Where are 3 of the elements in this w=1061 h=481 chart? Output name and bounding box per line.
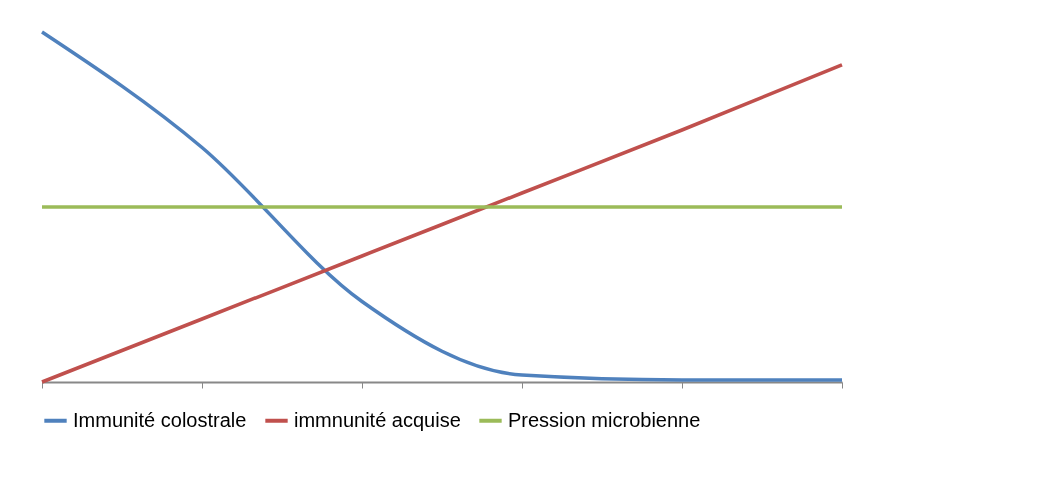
legend-label: Immunité colostrale <box>73 408 247 431</box>
legend-label: immnunité acquise <box>294 408 461 431</box>
legend-label: Pression microbienne <box>508 408 701 431</box>
